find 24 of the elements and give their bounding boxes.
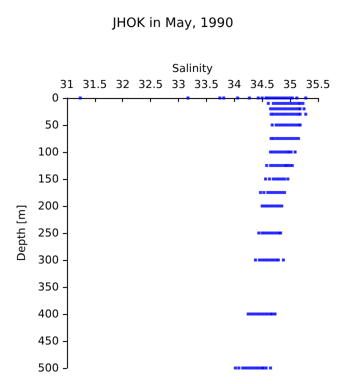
y-axis-title: Depth [m] — [15, 204, 28, 262]
x-tick-label: 31 — [60, 78, 74, 91]
x-tick-label: 34 — [227, 78, 242, 91]
chart-title: JHOK in May, 1990 — [112, 16, 234, 31]
x-tick-label: 32 — [116, 78, 130, 91]
y-tick-label: 500 — [38, 362, 59, 374]
x-tick-label: 33 — [172, 78, 186, 91]
y-tick-label: 100 — [38, 146, 59, 158]
x-tick-label: 35 — [283, 78, 298, 91]
y-tick-label: 50 — [44, 118, 59, 132]
x-tick-label: 32.5 — [138, 78, 163, 91]
x-tick-label: 34.5 — [250, 78, 274, 91]
x-tick-label: 33.5 — [194, 78, 219, 91]
y-tick-label: 350 — [38, 280, 59, 294]
y-tick-label: 150 — [38, 172, 59, 186]
y-tick-label: 300 — [38, 254, 59, 266]
x-tick-label: 35.5 — [306, 78, 330, 91]
y-tick-label: 250 — [38, 226, 59, 240]
y-tick-label: 450 — [38, 334, 59, 348]
x-tick-label: 31.5 — [82, 78, 108, 91]
y-tick-label: 400 — [38, 308, 59, 320]
y-tick-label: 200 — [38, 200, 59, 212]
x-axis-title: Salinity — [172, 62, 214, 76]
y-tick-label: 0 — [52, 92, 59, 104]
